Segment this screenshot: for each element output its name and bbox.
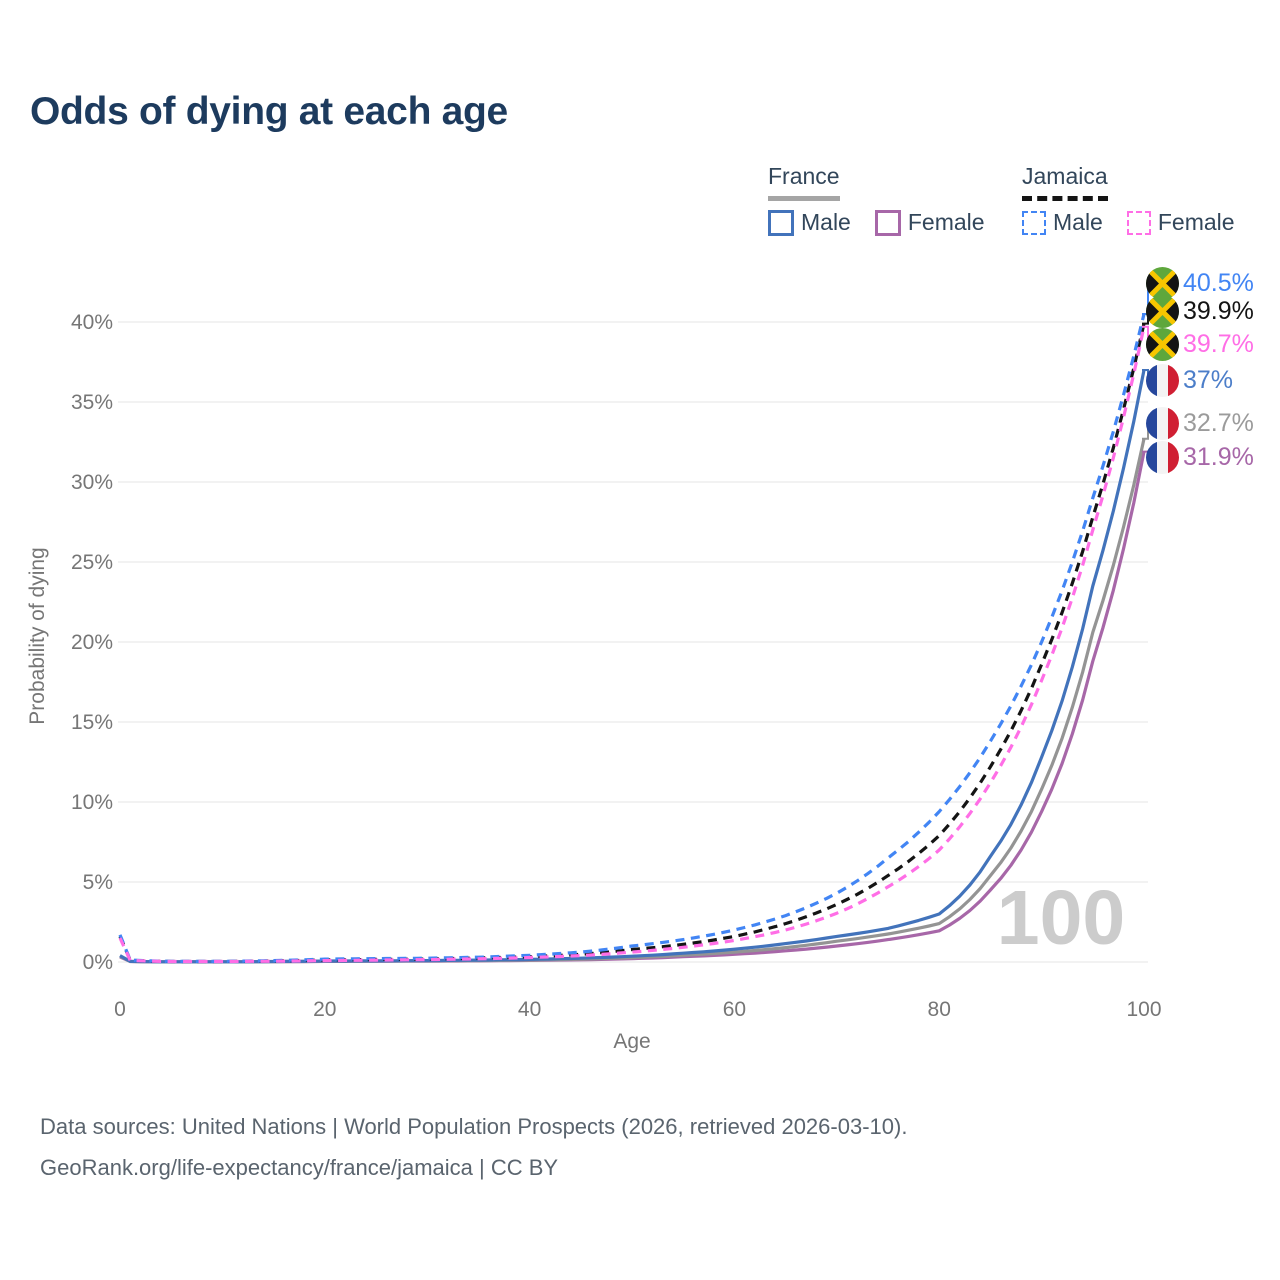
y-tick-20: 20% (71, 631, 113, 654)
checkbox-jamaica-female[interactable] (1126, 210, 1151, 235)
page-title: Odds of dying at each age (30, 90, 508, 133)
legend-label-france-female: Female (907, 209, 985, 235)
y-tick-25: 25% (71, 551, 113, 574)
end-label-value: 39.9% (1183, 296, 1254, 325)
x-tick-100: 100 (1126, 998, 1161, 1021)
series-line-jamaica-male[interactable] (118, 313, 1146, 963)
legend-item-france-male[interactable]: Male (768, 209, 851, 236)
x-axis-title: Age (613, 1030, 650, 1053)
end-label-jamaica-total: 39.9% (1146, 294, 1254, 328)
legend-label-jamaica-male: Male (1053, 209, 1103, 235)
legend-item-france-female[interactable]: Female (874, 209, 985, 236)
end-label-value: 37% (1183, 365, 1234, 394)
checkbox-jamaica-male[interactable] (1022, 210, 1046, 235)
jamaica-flag-icon (1146, 327, 1179, 361)
y-axis-title: Probability of dying (26, 547, 49, 724)
end-label-jamaica-male: 40.5% (1146, 266, 1254, 300)
jamaica-flag-icon (1146, 294, 1179, 328)
y-tick-30: 30% (71, 471, 113, 494)
end-label-france-male: 37% (1146, 363, 1234, 397)
end-label-value: 31.9% (1183, 442, 1254, 471)
y-tick-35: 35% (71, 391, 113, 414)
end-label-value: 32.7% (1183, 408, 1254, 437)
legend-group-jamaica: Jamaica Male Female (1022, 163, 1235, 236)
age-watermark: 100 (997, 875, 1125, 961)
x-tick-60: 60 (723, 998, 746, 1021)
france-flag-icon (1146, 406, 1179, 440)
legend-group-france: France Male Female (768, 163, 985, 236)
source-line-1: Data sources: United Nations | World Pop… (40, 1114, 908, 1139)
end-label-value: 39.7% (1183, 329, 1254, 358)
france-flag-icon (1146, 363, 1179, 397)
legend-header-france[interactable]: France (768, 163, 840, 201)
y-tick-5: 5% (83, 871, 113, 894)
series-line-france-female[interactable] (119, 451, 1146, 964)
x-tick-80: 80 (928, 998, 951, 1021)
series-line-france-total[interactable] (119, 438, 1146, 964)
y-tick-15: 15% (71, 711, 113, 734)
x-tick-20: 20 (313, 998, 336, 1021)
series-line-jamaica-female[interactable] (118, 326, 1146, 964)
x-tick-0: 0 (114, 998, 126, 1021)
y-tick-40: 40% (71, 311, 113, 334)
france-flag-icon (1146, 440, 1179, 474)
end-label-france-total: 32.7% (1146, 406, 1254, 440)
jamaica-flag-icon (1146, 266, 1179, 300)
checkbox-france-male[interactable] (768, 209, 794, 236)
source-text: Data sources: United Nations | World Pop… (40, 1106, 907, 1188)
legend-label-france-male: Male (801, 209, 851, 235)
end-label-france-female: 31.9% (1146, 440, 1254, 474)
checkbox-france-female[interactable] (874, 209, 901, 236)
y-tick-10: 10% (71, 791, 113, 814)
end-label-value: 40.5% (1183, 268, 1254, 297)
end-label-jamaica-female: 39.7% (1146, 327, 1254, 361)
source-line-2: GeoRank.org/life-expectancy/france/jamai… (40, 1155, 559, 1180)
legend-item-jamaica-female[interactable]: Female (1126, 209, 1235, 236)
series-line-france-male[interactable] (119, 369, 1146, 964)
y-tick-0: 0% (83, 951, 113, 974)
legend-header-jamaica[interactable]: Jamaica (1022, 163, 1108, 201)
legend-label-jamaica-female: Female (1157, 209, 1235, 235)
legend-item-jamaica-male[interactable]: Male (1022, 209, 1103, 236)
x-tick-40: 40 (518, 998, 541, 1021)
